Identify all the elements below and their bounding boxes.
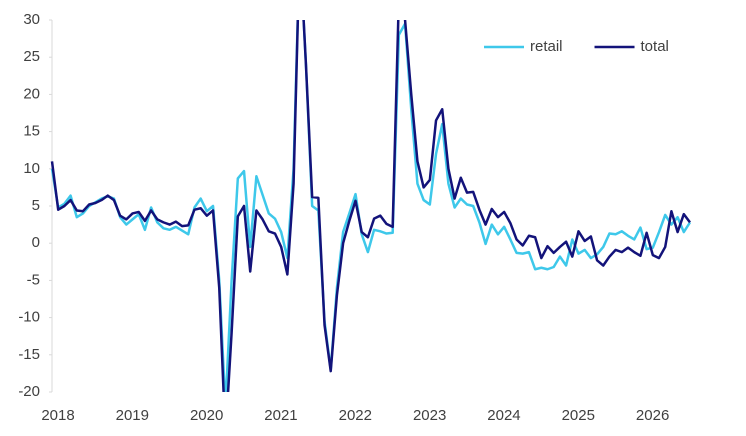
y-tick-label: 10 — [23, 160, 40, 177]
y-tick-label: -15 — [18, 346, 40, 363]
legend-label: total — [641, 38, 669, 55]
y-tick-label: -20 — [18, 383, 40, 400]
x-tick-label: 2023 — [413, 407, 446, 424]
y-tick-label: 15 — [23, 123, 40, 140]
line-series — [50, 20, 692, 392]
x-tick-label: 2025 — [562, 407, 595, 424]
x-tick-label: 2018 — [41, 407, 74, 424]
line-series — [50, 20, 691, 392]
y-tick-label: 20 — [23, 85, 40, 102]
legend-label: retail — [530, 38, 563, 55]
y-tick-label: 0 — [32, 234, 40, 251]
y-tick-label: 30 — [23, 11, 40, 28]
x-tick-label: 2019 — [116, 407, 149, 424]
x-tick-label: 2024 — [487, 407, 520, 424]
y-tick-label: -5 — [27, 271, 40, 288]
x-tick-label: 2022 — [339, 407, 372, 424]
y-tick-label: 5 — [32, 197, 40, 214]
plot-area — [50, 20, 692, 392]
y-tick-label: 25 — [23, 48, 40, 65]
x-tick-label: 2021 — [264, 407, 297, 424]
x-tick-label: 2026 — [636, 407, 669, 424]
y-tick-label: -10 — [18, 309, 40, 326]
x-tick-label: 2020 — [190, 407, 223, 424]
